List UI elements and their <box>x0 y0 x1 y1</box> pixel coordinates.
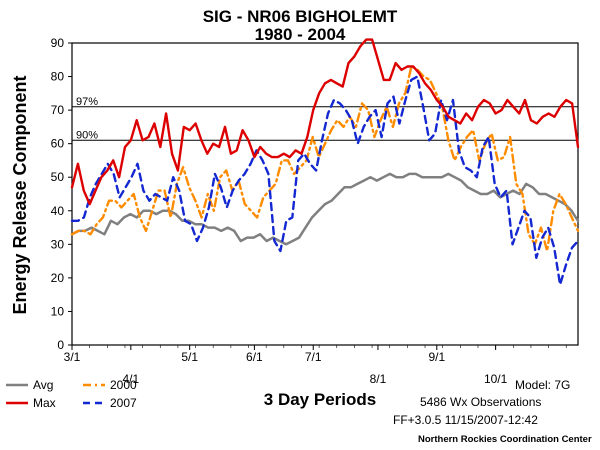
y-tick-label: 50 <box>51 170 65 184</box>
y-tick-label: 30 <box>51 237 65 251</box>
x-tick-label: 3/1 <box>64 350 81 364</box>
model-text: Model: 7G <box>515 378 570 392</box>
y-tick-label: 80 <box>51 70 65 84</box>
x-tick-label: 5/1 <box>181 350 198 364</box>
series-line-avg <box>70 172 580 246</box>
legend-label-2007: 2007 <box>110 396 137 410</box>
x-tick-label: 7/1 <box>305 350 322 364</box>
legend: Avg Max 2000 2007 <box>6 378 137 410</box>
x-axis-label: 3 Day Periods <box>264 390 376 409</box>
y-tick-label: 90 <box>51 36 65 50</box>
legend-label-max: Max <box>33 396 56 410</box>
y-axis-label: Energy Release Component <box>10 75 30 314</box>
plot-frame <box>71 42 579 346</box>
version-text: FF+3.0.5 11/15/2007-12:42 <box>393 413 538 427</box>
x-axis-ticks: 3/1 5/1 6/1 7/1 9/1 4/1 8/1 10/1 <box>64 345 567 386</box>
x-tick-label: 6/1 <box>246 350 263 364</box>
y-tick-label: 0 <box>57 338 64 352</box>
credit-text: Northern Rockies Coordination Center <box>418 434 592 445</box>
reference-lines: 97% 90% <box>72 96 578 141</box>
legend-label-avg: Avg <box>33 378 53 392</box>
observations-text: 5486 Wx Observations <box>420 395 541 409</box>
y-tick-label: 40 <box>51 204 65 218</box>
reference-label: 90% <box>76 129 98 141</box>
y-tick-label: 20 <box>51 271 65 285</box>
x-tick-label: 8/1 <box>370 372 387 386</box>
x-tick-label: 4/1 <box>122 372 139 386</box>
y-tick-label: 70 <box>51 103 65 117</box>
series-line-max <box>70 38 580 206</box>
chart-title: SIG - NR06 BIGHOLEMT <box>203 7 398 26</box>
y-tick-label: 10 <box>51 304 65 318</box>
x-tick-label: 10/1 <box>484 372 508 386</box>
series-line-2000 <box>70 65 580 253</box>
y-axis-ticks: 0 10 20 30 40 50 60 70 80 90 <box>51 36 72 352</box>
plot-border <box>71 42 579 346</box>
reference-label: 97% <box>76 96 98 108</box>
x-tick-label: 9/1 <box>428 350 445 364</box>
chart-subtitle: 1980 - 2004 <box>255 25 346 44</box>
series-line-2007 <box>70 75 580 286</box>
y-tick-label: 60 <box>51 137 65 151</box>
legend-label-2000: 2000 <box>110 378 137 392</box>
series-lines <box>70 38 580 286</box>
